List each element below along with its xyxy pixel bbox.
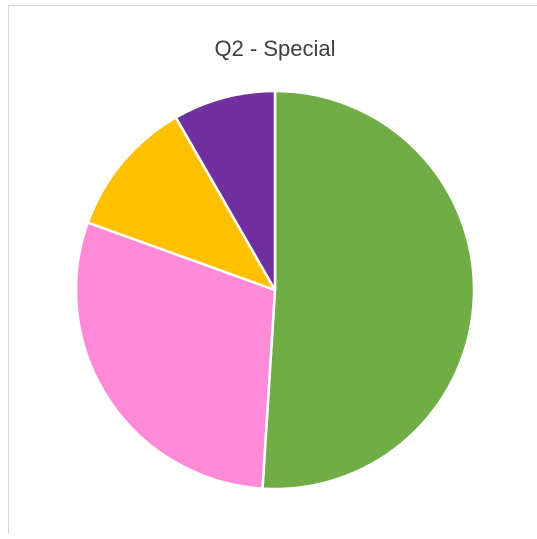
- chart-title: Q2 - Special: [214, 36, 335, 61]
